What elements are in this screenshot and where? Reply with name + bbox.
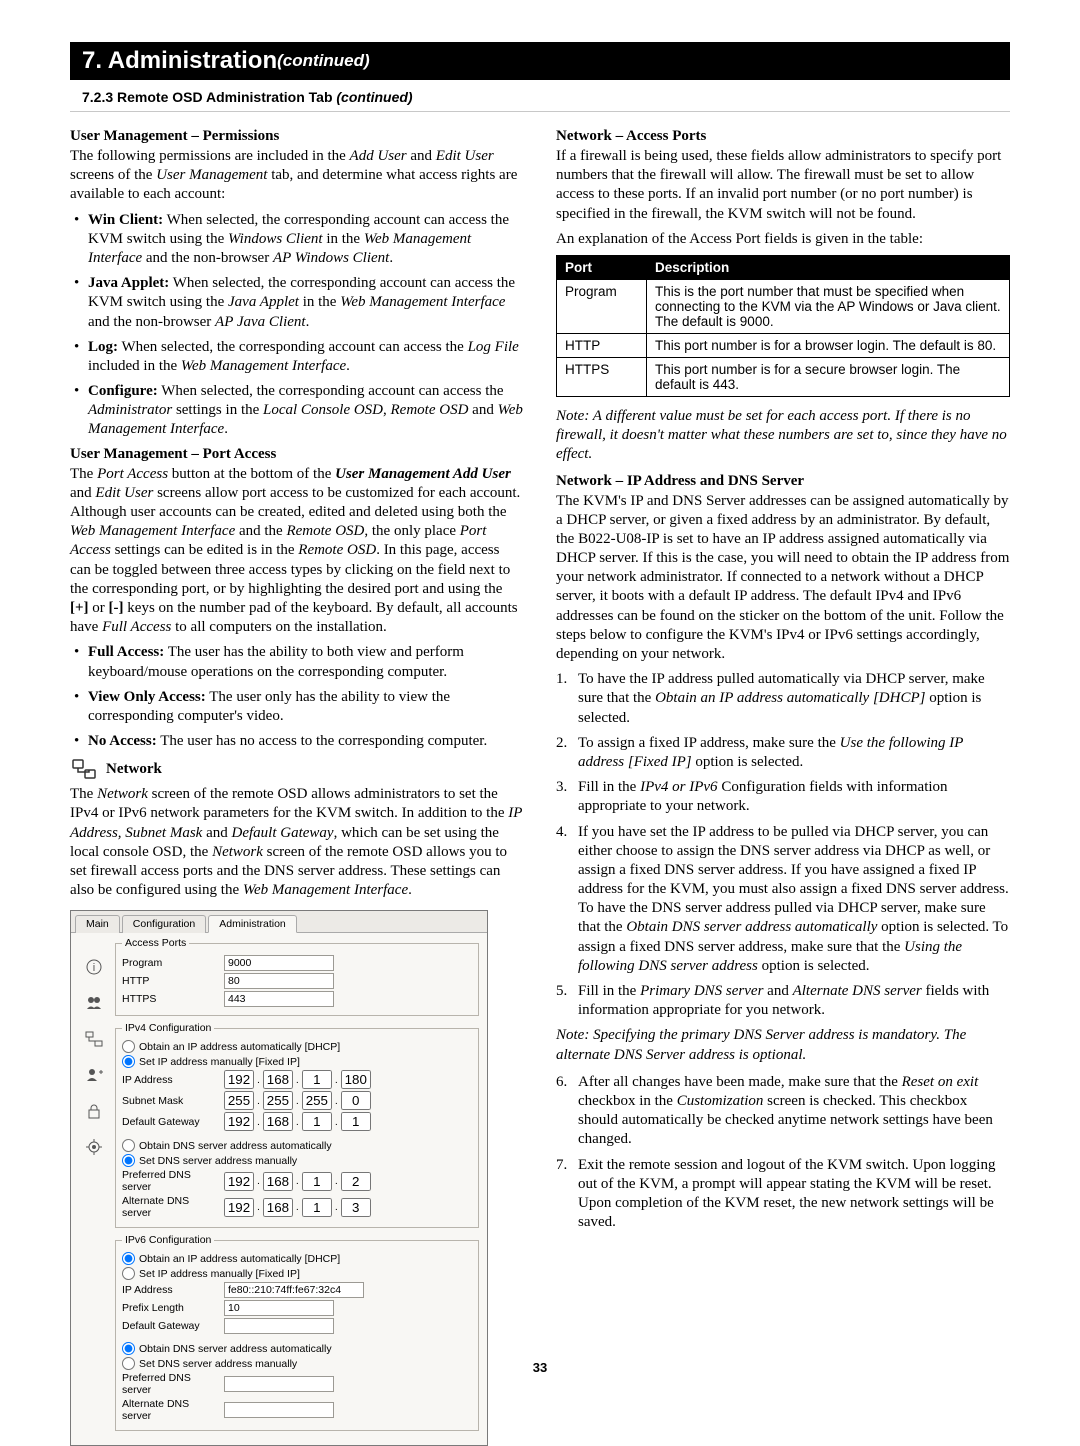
gw4-seg[interactable]: [263, 1112, 293, 1131]
sm4-seg[interactable]: [341, 1091, 371, 1110]
lock-icon[interactable]: [79, 1093, 109, 1129]
ports-th-desc: Description: [647, 255, 1010, 279]
ipv4-fixed-radio[interactable]: [122, 1055, 135, 1068]
step-6: After all changes have been made, make s…: [556, 1073, 1010, 1150]
heading-permissions: User Management – Permissions: [70, 128, 524, 145]
port-access-text: The Port Access button at the bottom of …: [70, 465, 524, 638]
step-1: To have the IP address pulled automatica…: [556, 670, 1010, 728]
ipv6-gateway-input[interactable]: [224, 1318, 334, 1334]
sidebar-icons: i: [79, 937, 109, 1165]
ipv6-address-input[interactable]: [224, 1282, 364, 1298]
network-icon: [70, 757, 98, 781]
dns4-manual-radio[interactable]: [122, 1154, 135, 1167]
gw4-seg[interactable]: [302, 1112, 332, 1131]
info-icon[interactable]: i: [79, 949, 109, 985]
ipv4-group: IPv4 Configuration Obtain an IP address …: [115, 1022, 479, 1228]
perm-configure: Configure: When selected, the correspond…: [70, 382, 524, 440]
pd4-seg[interactable]: [263, 1172, 293, 1191]
section-title: 7. Administration: [82, 47, 277, 75]
ip4-seg[interactable]: [224, 1070, 254, 1089]
perm-log: Log: When selected, the corresponding ac…: [70, 338, 524, 376]
table-cell: This port number is for a browser login.…: [647, 333, 1010, 357]
page-number: 33: [0, 1360, 1080, 1375]
ipv4-dhcp-radio[interactable]: [122, 1040, 135, 1053]
tab-main[interactable]: Main: [75, 915, 120, 933]
step-2: To assign a fixed IP address, make sure …: [556, 734, 1010, 772]
network-side-icon[interactable]: [79, 1021, 109, 1057]
access-ports-group: Access Ports Program HTTP HTTPS: [115, 937, 479, 1016]
pd4-seg[interactable]: [341, 1172, 371, 1191]
ports-table: PortDescription ProgramThis is the port …: [556, 255, 1010, 397]
ports-th-port: Port: [557, 255, 647, 279]
ip4-seg[interactable]: [263, 1070, 293, 1089]
gw4-seg[interactable]: [341, 1112, 371, 1131]
view-only: View Only Access: The user only has the …: [70, 688, 524, 726]
gw4-seg[interactable]: [224, 1112, 254, 1131]
network-label: Network: [106, 761, 162, 778]
ipv6-fixed-radio[interactable]: [122, 1267, 135, 1280]
subsection-heading: 7.2.3 Remote OSD Administration Tab (con…: [70, 80, 1010, 112]
ipv6-pref-dns-input[interactable]: [224, 1376, 334, 1392]
full-access: Full Access: The user has the ability to…: [70, 643, 524, 681]
step-5: Fill in the Primary DNS server and Alter…: [556, 982, 1010, 1020]
ad4-seg[interactable]: [341, 1198, 371, 1217]
section-title-cont: (continued): [277, 51, 370, 71]
subsection-cont: (continued): [333, 89, 413, 105]
network-heading: Network: [70, 757, 524, 781]
network-text: The Network screen of the remote OSD all…: [70, 785, 524, 900]
subsection-num: 7.2.3 Remote OSD Administration Tab: [82, 89, 333, 105]
dns6-auto-radio[interactable]: [122, 1342, 135, 1355]
http-port-input[interactable]: [224, 973, 334, 989]
pd4-seg[interactable]: [224, 1172, 254, 1191]
ipv6-alt-dns-input[interactable]: [224, 1402, 334, 1418]
svg-text:i: i: [93, 962, 95, 974]
note-dns: Note: Specifying the primary DNS Server …: [556, 1026, 1010, 1064]
perm-win: Win Client: When selected, the correspon…: [70, 211, 524, 269]
users-icon[interactable]: [79, 985, 109, 1021]
https-port-input[interactable]: [224, 991, 334, 1007]
table-cell: HTTPS: [557, 357, 647, 396]
heading-access-ports: Network – Access Ports: [556, 128, 1010, 145]
ip-dns-text: The KVM's IP and DNS Server addresses ca…: [556, 492, 1010, 665]
ip4-seg[interactable]: [341, 1070, 371, 1089]
sm4-seg[interactable]: [263, 1091, 293, 1110]
section-header: 7. Administration (continued): [70, 42, 1010, 80]
sm4-seg[interactable]: [224, 1091, 254, 1110]
right-column: Network – Access Ports If a firewall is …: [556, 122, 1010, 1446]
ip4-seg[interactable]: [302, 1070, 332, 1089]
ipv6-prefix-input[interactable]: [224, 1300, 334, 1316]
tab-administration[interactable]: Administration: [208, 915, 297, 933]
dns4-auto-radio[interactable]: [122, 1139, 135, 1152]
table-cell: HTTP: [557, 333, 647, 357]
pd4-seg[interactable]: [302, 1172, 332, 1191]
user-plus-icon[interactable]: [79, 1057, 109, 1093]
access-ports-text: If a firewall is being used, these field…: [556, 147, 1010, 224]
ipv6-dhcp-radio[interactable]: [122, 1252, 135, 1265]
table-cell: This is the port number that must be spe…: [647, 279, 1010, 333]
step-3: Fill in the IPv4 or IPv6 Configuration f…: [556, 778, 1010, 816]
ipv6-group: IPv6 Configuration Obtain an IP address …: [115, 1234, 479, 1431]
ad4-seg[interactable]: [263, 1198, 293, 1217]
perm-intro: The following permissions are included i…: [70, 147, 524, 205]
tab-configuration[interactable]: Configuration: [122, 915, 206, 933]
ad4-seg[interactable]: [224, 1198, 254, 1217]
gear-icon[interactable]: [79, 1129, 109, 1165]
program-port-input[interactable]: [224, 955, 334, 971]
note-access-ports: Note: A different value must be set for …: [556, 407, 1010, 465]
heading-ip-dns: Network – IP Address and DNS Server: [556, 473, 1010, 490]
table-cell: Program: [557, 279, 647, 333]
perm-java: Java Applet: When selected, the correspo…: [70, 274, 524, 332]
sm4-seg[interactable]: [302, 1091, 332, 1110]
left-column: User Management – Permissions The follow…: [70, 122, 524, 1446]
access-ports-intro: An explanation of the Access Port fields…: [556, 230, 1010, 249]
table-cell: This port number is for a secure browser…: [647, 357, 1010, 396]
step-4: If you have set the IP address to be pul…: [556, 823, 1010, 977]
heading-port-access: User Management – Port Access: [70, 446, 524, 463]
ad4-seg[interactable]: [302, 1198, 332, 1217]
step-7: Exit the remote session and logout of th…: [556, 1156, 1010, 1233]
no-access: No Access: The user has no access to the…: [70, 732, 524, 751]
